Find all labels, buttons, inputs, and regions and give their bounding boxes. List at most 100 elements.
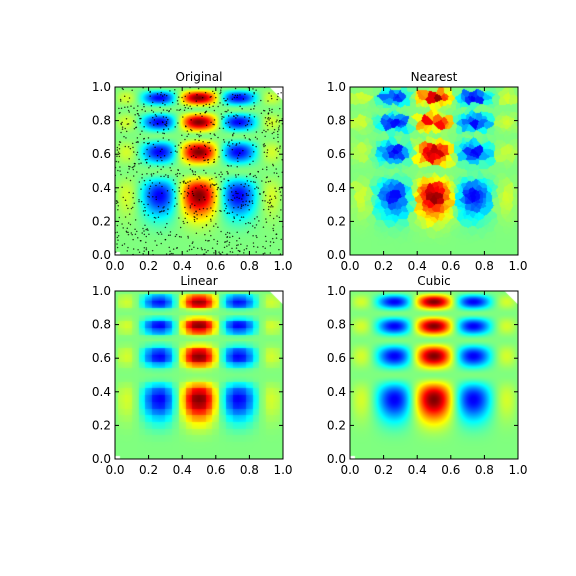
sample-point [145, 241, 147, 244]
sample-point [160, 233, 163, 235]
sample-point [152, 111, 155, 113]
sample-point [195, 210, 197, 212]
sample-point [209, 150, 212, 152]
sample-point [264, 235, 267, 238]
y-tick-label: 0.0 [327, 452, 346, 466]
sample-point [123, 135, 125, 138]
sample-point [192, 192, 194, 195]
sample-point [143, 137, 145, 140]
sample-point [170, 169, 172, 172]
sample-point [276, 215, 278, 217]
sample-point [194, 139, 196, 141]
sample-point [265, 130, 267, 133]
sample-point [130, 207, 133, 210]
sample-point [237, 206, 239, 208]
sample-point [226, 231, 229, 234]
sample-point [276, 172, 278, 174]
sample-point [202, 207, 205, 210]
sample-point [256, 246, 259, 248]
sample-point [261, 180, 263, 182]
sample-point [157, 140, 159, 143]
sample-point [247, 184, 250, 187]
sample-point [225, 99, 227, 102]
sample-point [187, 237, 190, 239]
sample-point [151, 116, 154, 119]
sample-point [125, 117, 128, 120]
sample-point [130, 232, 133, 234]
sample-point [155, 184, 157, 187]
sample-point [236, 157, 239, 159]
sample-point [139, 133, 141, 136]
sample-point [235, 117, 237, 119]
sample-point [214, 172, 216, 175]
sample-point [275, 233, 277, 235]
sample-point [126, 106, 129, 108]
sample-point [217, 136, 219, 139]
sample-point [221, 116, 223, 118]
sample-point [184, 217, 186, 220]
sample-point [213, 109, 216, 112]
x-tick-label: 0.8 [240, 463, 259, 477]
sample-point [121, 244, 124, 246]
sample-point [117, 208, 119, 211]
sample-point [199, 177, 201, 179]
sample-point [278, 216, 281, 219]
sample-point [239, 250, 241, 252]
sample-point [231, 251, 234, 253]
sample-point [189, 180, 191, 182]
sample-point [117, 235, 120, 237]
sample-point [252, 144, 254, 146]
sample-point [217, 105, 219, 108]
sample-point [269, 122, 271, 125]
sample-point [199, 112, 202, 115]
panel-title: Nearest [411, 70, 458, 84]
sample-point [237, 192, 239, 195]
sample-point [143, 214, 146, 216]
sample-point [208, 106, 211, 109]
sample-point [145, 247, 148, 249]
sample-point [127, 100, 129, 103]
sample-point [118, 141, 121, 143]
sample-point [225, 205, 228, 207]
sample-point [156, 154, 159, 157]
sample-point [188, 92, 191, 94]
sample-point [233, 184, 235, 187]
sample-point [232, 133, 234, 136]
sample-point [168, 139, 170, 141]
x-tick-label: 0.6 [441, 463, 460, 477]
sample-point [223, 116, 225, 118]
sample-point [187, 158, 189, 161]
sample-point [253, 245, 255, 248]
sample-point [264, 122, 267, 125]
sample-point [145, 248, 148, 251]
sample-point [168, 201, 170, 204]
sample-point [124, 199, 127, 202]
sample-point [166, 109, 168, 112]
sample-point [212, 184, 215, 186]
sample-point [190, 155, 193, 158]
sample-point [163, 155, 166, 157]
sample-point [118, 147, 121, 150]
sample-point [200, 184, 202, 187]
sample-point [118, 144, 120, 146]
sample-point [132, 238, 134, 241]
sample-point [161, 95, 164, 97]
sample-point [264, 144, 266, 147]
sample-point [242, 98, 245, 100]
x-tick-label: 0.4 [173, 259, 192, 273]
sample-point [128, 97, 131, 99]
sample-point [263, 145, 265, 148]
sample-point [178, 217, 180, 219]
sample-point [254, 136, 257, 138]
sample-point [118, 216, 121, 219]
sample-point [213, 161, 216, 163]
sample-point [203, 253, 206, 255]
sample-point [213, 201, 215, 204]
sample-point [233, 207, 235, 209]
sample-point [277, 133, 279, 136]
sample-point [187, 235, 189, 238]
sample-point [177, 144, 180, 146]
sample-point [178, 186, 180, 189]
sample-point [228, 232, 231, 234]
sample-point [205, 224, 208, 226]
